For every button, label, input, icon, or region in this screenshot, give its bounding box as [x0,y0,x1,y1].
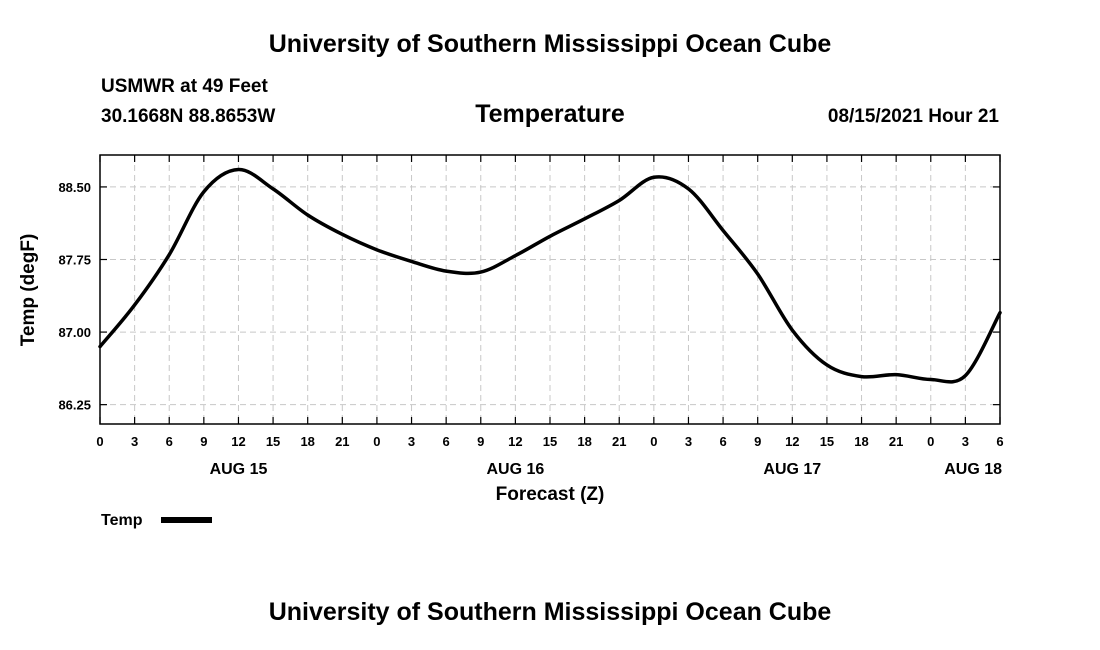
x-tick-label: 15 [543,434,557,449]
x-tick-label: 6 [443,434,450,449]
forecast-datetime: 08/15/2021 Hour 21 [827,106,999,127]
y-tick-label: 87.00 [58,325,91,340]
chart-title: Temperature [475,100,625,128]
x-tick-label: 9 [200,434,207,449]
station-label: USMWR at 49 Feet [101,76,268,97]
day-label: AUG 15 [210,461,268,478]
axis-labels: 0 3 6 9 12 15 18 21 0 3 6 9 12 15 18 21 0 3 6 9 12 15 18 21 0 3 6 8… [58,180,1003,478]
day-label: AUG 16 [486,461,544,478]
legend-label: Temp [101,512,143,529]
page-title: University of Southern Mississippi Ocean… [268,30,832,58]
y-tick-label: 86.25 [58,398,91,413]
x-tick-label: 12 [785,434,799,449]
x-tick-label: 15 [266,434,280,449]
x-axis-title: Forecast (Z) [496,484,605,505]
x-tick-label: 3 [131,434,138,449]
axis-ticks [99,155,1001,424]
x-tick-label: 6 [996,434,1003,449]
day-label: AUG 18 [944,461,1002,478]
temp-series-line [98,167,1002,384]
x-tick-label: 0 [650,434,657,449]
x-tick-label: 9 [477,434,484,449]
series-layer [98,167,1002,384]
x-tick-label: 12 [231,434,245,449]
y-tick-label: 87.75 [58,253,91,268]
x-tick-label: 0 [927,434,934,449]
grid [100,155,1000,424]
legend: Temp [101,512,212,529]
x-tick-label: 12 [508,434,522,449]
x-tick-label: 21 [889,434,903,449]
x-tick-label: 3 [408,434,415,449]
x-tick-label: 9 [754,434,761,449]
x-tick-label: 21 [335,434,349,449]
y-axis-title: Temp (degF) [18,234,39,347]
x-tick-label: 6 [719,434,726,449]
x-tick-label: 18 [577,434,591,449]
day-label: AUG 17 [763,461,821,478]
x-tick-label: 21 [612,434,626,449]
y-tick-label: 88.50 [58,180,91,195]
x-tick-label: 3 [962,434,969,449]
x-tick-label: 15 [820,434,834,449]
footer-title: University of Southern Mississippi Ocean… [268,598,832,626]
station-coordinates: 30.1668N 88.8653W [101,106,276,127]
x-tick-label: 18 [300,434,314,449]
x-tick-label: 0 [373,434,380,449]
x-tick-label: 3 [685,434,692,449]
x-tick-label: 18 [854,434,868,449]
x-tick-label: 6 [166,434,173,449]
x-tick-label: 0 [96,434,103,449]
